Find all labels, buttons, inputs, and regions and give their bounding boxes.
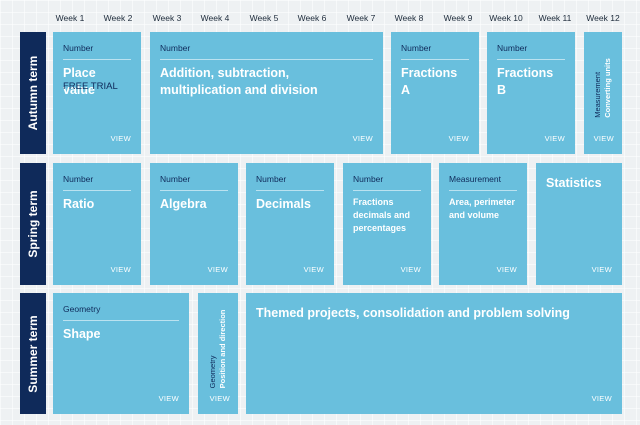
block-converting-units[interactable]: Measurement Converting units VIEW xyxy=(584,32,622,154)
week-header: Week 3 xyxy=(152,13,182,23)
view-link[interactable]: VIEW xyxy=(400,265,421,274)
block-category: Number xyxy=(256,174,287,184)
block-category: Number xyxy=(401,43,432,53)
block-title: Themed projects, consolidation and probl… xyxy=(256,306,570,320)
block-title: Algebra xyxy=(160,197,207,211)
block-fractions-decimals-percentages[interactable]: Number Fractions decimals and percentage… xyxy=(343,163,431,285)
divider xyxy=(497,59,565,60)
week-header: Week 11 xyxy=(538,13,572,23)
block-category: Number xyxy=(353,174,384,184)
week-header: Week 2 xyxy=(103,13,133,23)
block-shape[interactable]: Geometry Shape VIEW xyxy=(53,293,189,414)
view-link[interactable]: VIEW xyxy=(496,265,517,274)
week-header: Week 10 xyxy=(489,13,523,23)
block-title: Fractions decimals and percentages xyxy=(353,197,411,233)
block-decimals[interactable]: Number Decimals VIEW xyxy=(246,163,334,285)
block-algebra[interactable]: Number Algebra VIEW xyxy=(150,163,238,285)
block-category: Geometry xyxy=(208,355,217,389)
block-category: Number xyxy=(160,43,191,53)
block-fractions-a[interactable]: Number Fractions A VIEW xyxy=(391,32,479,154)
block-category: Measurement xyxy=(593,72,602,118)
divider xyxy=(401,59,469,60)
block-category: Number xyxy=(63,43,94,53)
view-link[interactable]: VIEW xyxy=(158,394,179,403)
free-trial-badge: FREE TRIAL xyxy=(63,81,118,92)
term-label-autumn: Autumn term xyxy=(20,32,46,154)
block-title: Fractions A xyxy=(401,66,458,97)
view-link[interactable]: VIEW xyxy=(303,265,324,274)
week-header: Week 1 xyxy=(55,13,85,23)
view-link[interactable]: VIEW xyxy=(593,134,614,143)
view-link[interactable]: VIEW xyxy=(110,134,131,143)
week-header: Week 7 xyxy=(346,13,376,23)
block-title: Ratio xyxy=(63,197,95,211)
block-category: Geometry xyxy=(63,304,101,314)
block-place-value[interactable]: Number Place value FREE TRIAL VIEW xyxy=(53,32,141,154)
vertical-label: Measurement Converting units xyxy=(593,58,613,118)
block-title: Area, perimeter and volume xyxy=(449,197,516,220)
divider xyxy=(63,320,179,321)
block-addition-subtraction[interactable]: Number Addition, subtraction, multiplica… xyxy=(150,32,383,154)
block-title: Place value xyxy=(63,66,96,97)
view-link[interactable]: VIEW xyxy=(544,134,565,143)
view-link[interactable]: VIEW xyxy=(352,134,373,143)
divider xyxy=(256,190,324,191)
week-header: Week 5 xyxy=(249,13,279,23)
divider xyxy=(449,190,517,191)
divider xyxy=(63,190,131,191)
block-ratio[interactable]: Number Ratio VIEW xyxy=(53,163,141,285)
block-category: Number xyxy=(160,174,191,184)
block-area-perimeter-volume[interactable]: Measurement Area, perimeter and volume V… xyxy=(439,163,527,285)
week-header: Week 12 xyxy=(586,13,620,23)
block-fractions-b[interactable]: Number Fractions B VIEW xyxy=(487,32,575,154)
vertical-label: Geometry Position and direction xyxy=(208,309,228,388)
view-link[interactable]: VIEW xyxy=(591,265,612,274)
view-link[interactable]: VIEW xyxy=(207,265,228,274)
view-link[interactable]: VIEW xyxy=(448,134,469,143)
divider xyxy=(353,190,421,191)
block-position-direction[interactable]: Geometry Position and direction VIEW xyxy=(198,293,238,414)
block-category: Number xyxy=(497,43,528,53)
block-category: Number xyxy=(63,174,94,184)
divider xyxy=(160,59,373,60)
block-title: Shape xyxy=(63,327,101,341)
block-title: Fractions B xyxy=(497,66,554,97)
block-title: Statistics xyxy=(546,176,602,190)
block-title: Position and direction xyxy=(218,309,227,389)
view-link[interactable]: VIEW xyxy=(110,265,131,274)
week-header: Week 4 xyxy=(200,13,230,23)
term-label-summer: Summer term xyxy=(20,293,46,414)
view-link[interactable]: VIEW xyxy=(591,394,612,403)
week-header: Week 9 xyxy=(443,13,473,23)
block-statistics[interactable]: Statistics VIEW xyxy=(536,163,622,285)
term-label-spring: Spring term xyxy=(20,163,46,285)
block-title: Addition, subtraction, multiplication an… xyxy=(160,66,318,97)
week-header: Week 6 xyxy=(297,13,327,23)
view-link[interactable]: VIEW xyxy=(209,394,230,403)
week-header: Week 8 xyxy=(394,13,424,23)
block-category: Measurement xyxy=(449,174,501,184)
block-title: Decimals xyxy=(256,197,311,211)
block-title: Converting units xyxy=(603,58,612,118)
block-themed-projects[interactable]: Themed projects, consolidation and probl… xyxy=(246,293,622,414)
divider xyxy=(63,59,131,60)
divider xyxy=(160,190,228,191)
